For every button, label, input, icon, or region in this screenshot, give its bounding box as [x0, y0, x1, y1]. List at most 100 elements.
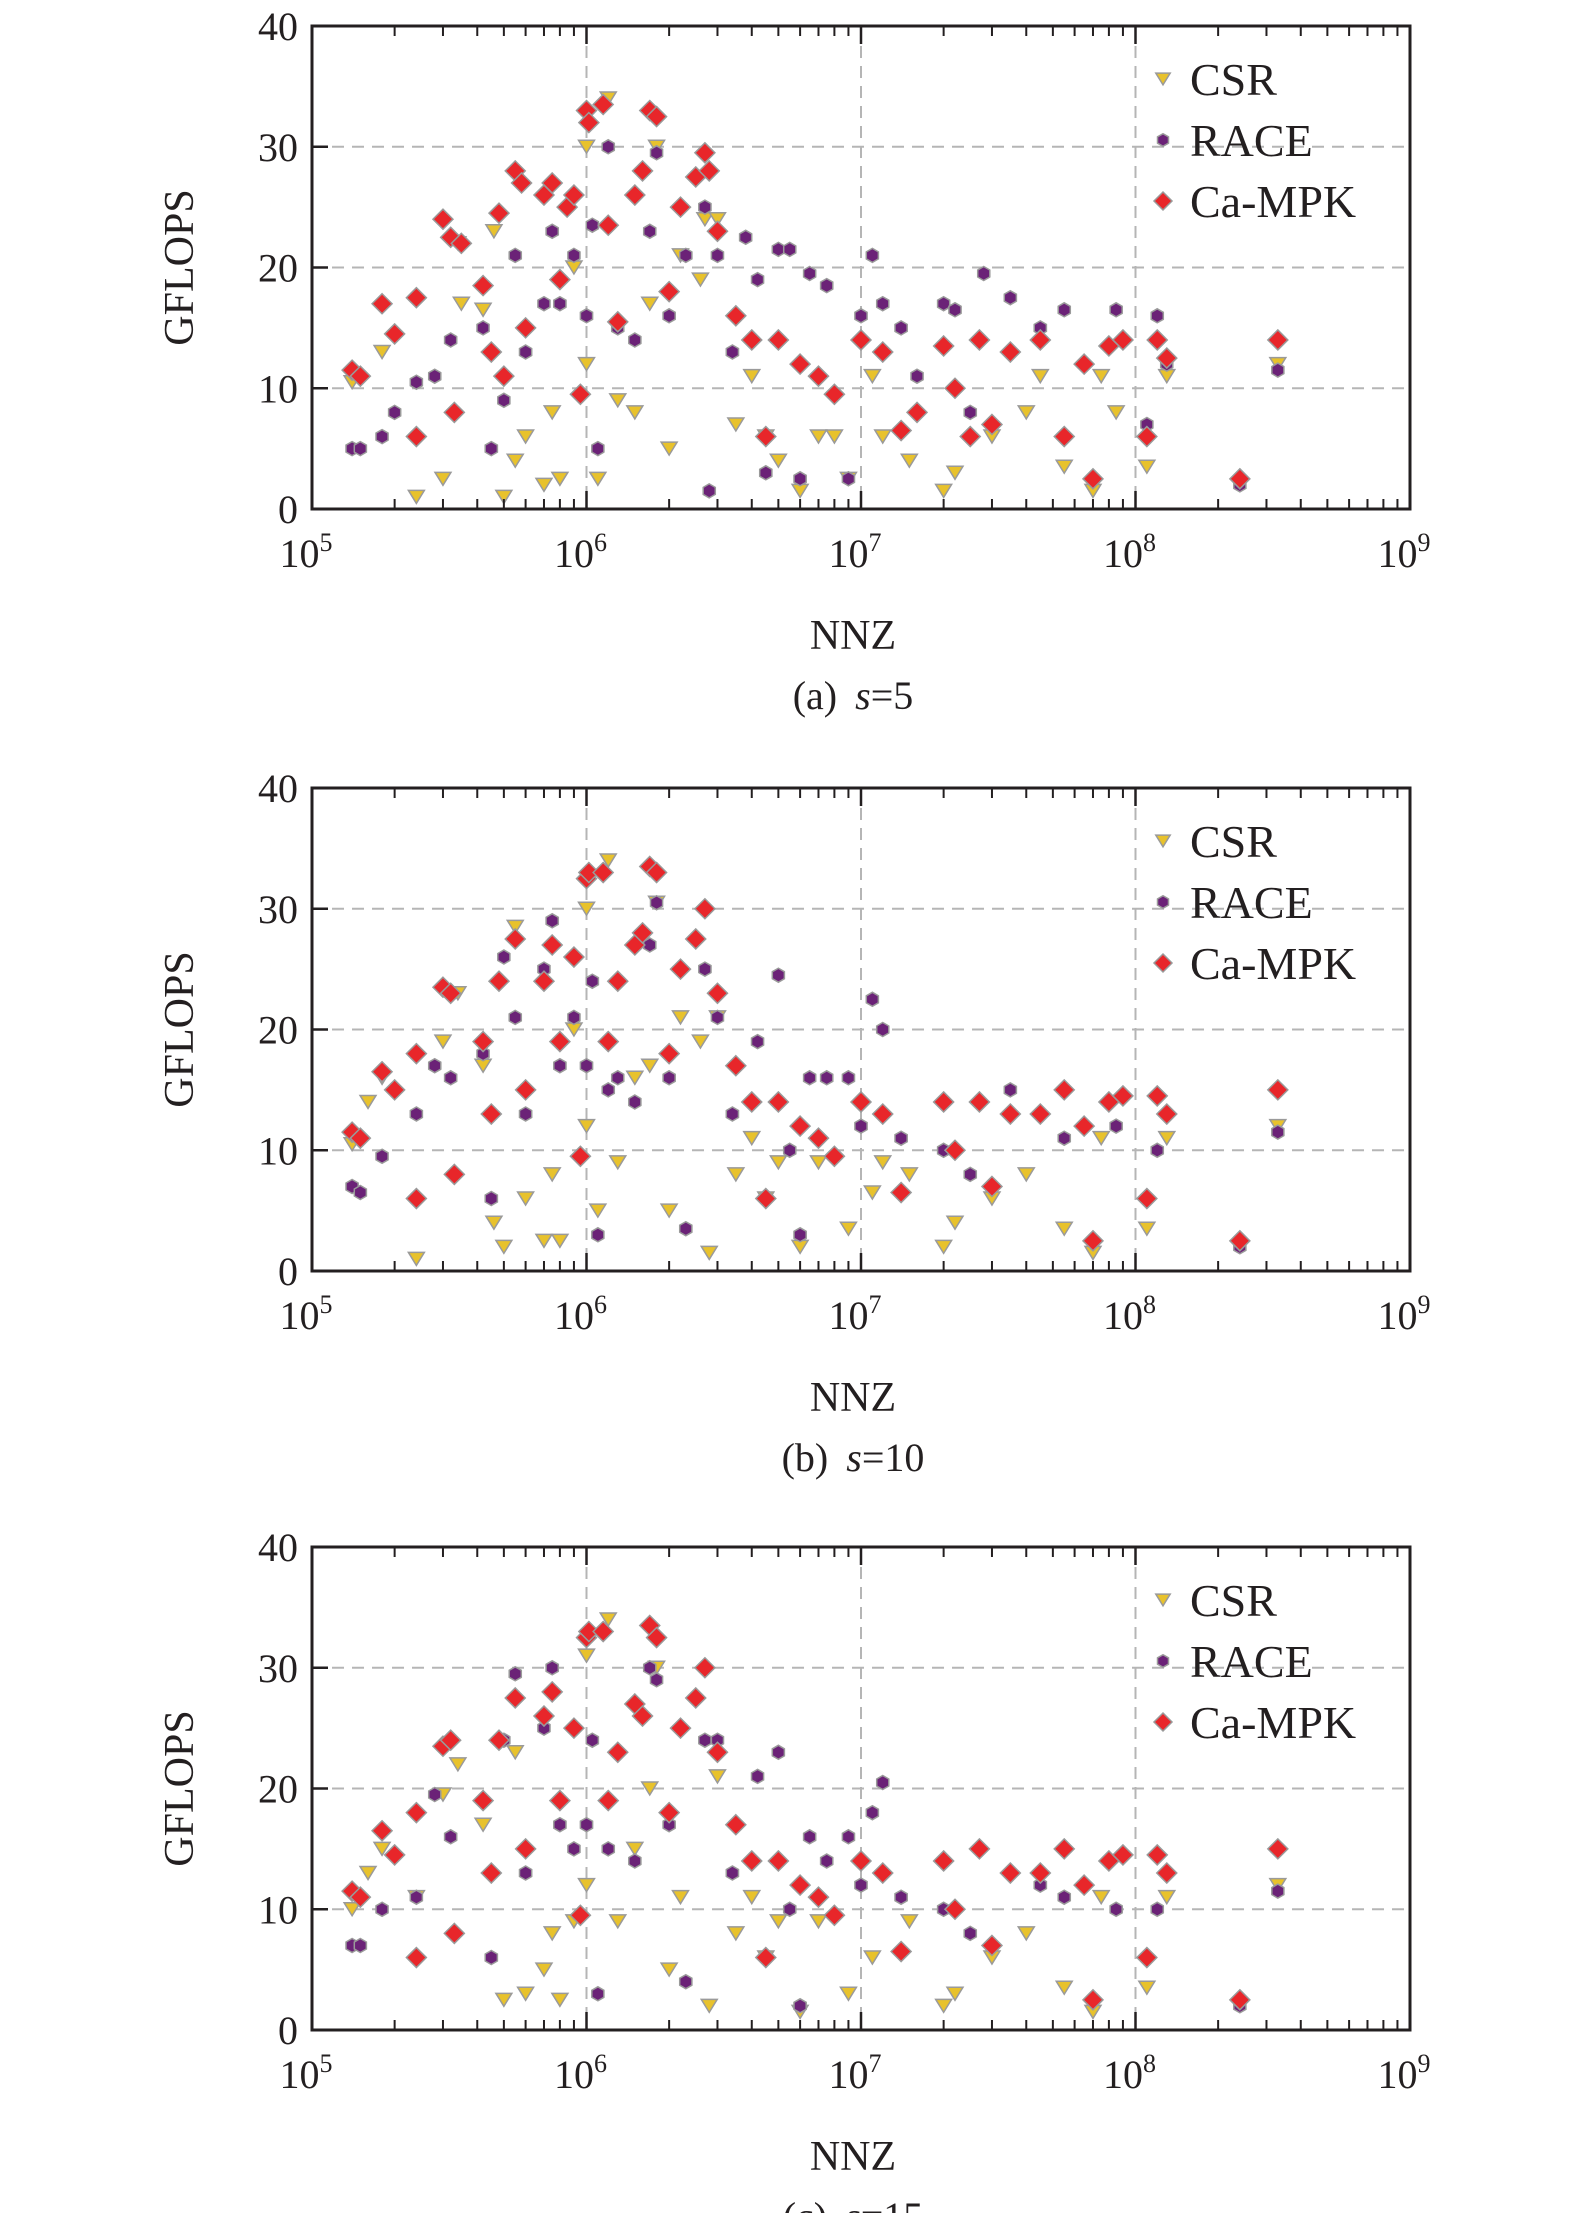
data-point-ca-mpk: [480, 1861, 503, 1885]
data-point-ca-mpk: [849, 1849, 873, 1873]
data-point-ca-mpk: [1029, 328, 1052, 352]
data-point-ca-mpk: [706, 1741, 729, 1764]
x-tick-label: 107: [829, 1290, 882, 1338]
data-point-csr: [516, 429, 535, 445]
data-point-ca-mpk: [823, 1904, 846, 1927]
data-point-ca-mpk: [504, 1686, 527, 1709]
legend-item-csr: CSR: [1154, 54, 1277, 105]
data-point-race: [750, 271, 765, 288]
data-point-race: [750, 1033, 765, 1050]
data-point-race: [841, 470, 856, 487]
data-point-csr: [671, 1010, 690, 1026]
data-point-ca-mpk: [724, 304, 747, 327]
data-point-csr: [1091, 368, 1111, 385]
data-point-ca-mpk: [1073, 1115, 1096, 1138]
data-point-ca-mpk: [905, 401, 929, 424]
data-point-ca-mpk: [349, 365, 372, 388]
data-point-race: [802, 1069, 817, 1086]
data-point-csr: [1054, 1980, 1074, 1996]
data-point-ca-mpk: [693, 1656, 716, 1679]
data-point-ca-mpk: [669, 958, 692, 981]
y-tick-label: 20: [258, 1008, 298, 1053]
data-point-race: [375, 428, 389, 445]
data-point-ca-mpk: [890, 1940, 913, 1963]
legend-item-ca-mpk: Ca-MPK: [1152, 1697, 1356, 1748]
data-point-csr: [1016, 1926, 1036, 1942]
data-point-csr: [873, 1155, 893, 1171]
data-point-ca-mpk: [932, 1849, 955, 1873]
data-point-csr: [625, 405, 645, 421]
data-point-csr: [809, 1914, 828, 1930]
data-point-race: [642, 1659, 657, 1676]
data-point-ca-mpk: [698, 159, 721, 182]
data-point-race: [649, 894, 664, 911]
legend-marker-csr-icon: [1154, 834, 1172, 849]
y-tick-label: 0: [278, 487, 298, 532]
data-point-race: [819, 1069, 834, 1086]
data-point-ca-mpk: [1029, 1102, 1052, 1126]
data-point-csr: [516, 1191, 535, 1207]
x-tick-label: 106: [554, 2049, 607, 2097]
data-point-race: [567, 1009, 581, 1026]
caption-variable: s: [855, 673, 871, 718]
data-point-csr: [1137, 1980, 1157, 1996]
data-point-csr: [433, 1034, 453, 1050]
data-point-csr: [726, 1926, 746, 1942]
legend-item-race: RACE: [1156, 877, 1313, 928]
x-tick-base: 10: [1103, 531, 1143, 576]
data-point-ca-mpk: [480, 1102, 503, 1126]
data-point-race: [758, 464, 773, 481]
data-point-ca-mpk: [968, 1090, 991, 1114]
data-point-ca-mpk: [1266, 328, 1289, 352]
data-point-csr: [726, 417, 746, 433]
x-tick-exponent: 9: [1418, 1290, 1431, 1319]
legend-marker-csr-icon: [1154, 1593, 1172, 1608]
data-point-ca-mpk: [823, 383, 846, 406]
data-point-race: [545, 1659, 560, 1676]
y-tick-label: 0: [278, 2008, 298, 2053]
data-point-csr: [577, 356, 596, 373]
data-point-csr: [542, 405, 562, 421]
data-point-ca-mpk: [1029, 1861, 1052, 1885]
data-point-race: [1150, 307, 1165, 324]
y-tick-label: 30: [258, 125, 298, 170]
data-point-ca-mpk: [669, 1717, 692, 1740]
data-point-csr: [873, 429, 893, 445]
data-point-race: [497, 949, 511, 965]
data-point-race: [375, 1148, 389, 1165]
data-point-ca-mpk: [383, 322, 406, 345]
data-point-ca-mpk: [693, 897, 716, 920]
data-point-csr: [945, 465, 965, 481]
data-point-ca-mpk: [943, 377, 967, 400]
data-point-ca-mpk: [569, 383, 592, 406]
data-point-ca-mpk: [932, 334, 955, 358]
data-point-race: [579, 1057, 594, 1074]
data-point-ca-mpk: [383, 1078, 406, 1101]
caption-value: =15: [861, 2194, 924, 2213]
data-point-race: [649, 144, 664, 161]
data-point-csr: [484, 224, 504, 240]
data-point-ca-mpk: [684, 1686, 707, 1709]
caption-variable: s: [845, 2194, 861, 2213]
legend-item-csr: CSR: [1154, 1575, 1277, 1626]
data-point-csr: [1091, 1130, 1111, 1147]
data-point-race: [782, 1901, 797, 1918]
data-point-race: [750, 1768, 765, 1785]
data-point-ca-mpk: [562, 945, 586, 969]
data-point-ca-mpk: [740, 1090, 763, 1114]
data-point-race: [628, 332, 642, 348]
data-point-ca-mpk: [932, 1090, 955, 1114]
data-point-race: [1003, 1082, 1018, 1098]
data-point-csr: [809, 1155, 828, 1171]
data-point-ca-mpk: [706, 220, 729, 243]
data-point-race: [579, 1816, 594, 1833]
data-point-ca-mpk: [487, 1729, 511, 1752]
data-point-csr: [505, 453, 525, 469]
data-point-race: [1271, 362, 1285, 378]
legend-item-csr: CSR: [1154, 816, 1277, 867]
data-point-race: [518, 1865, 533, 1881]
legend-label: Ca-MPK: [1190, 176, 1356, 227]
x-tick-exponent: 9: [1418, 528, 1431, 557]
data-point-ca-mpk: [1155, 1102, 1178, 1126]
